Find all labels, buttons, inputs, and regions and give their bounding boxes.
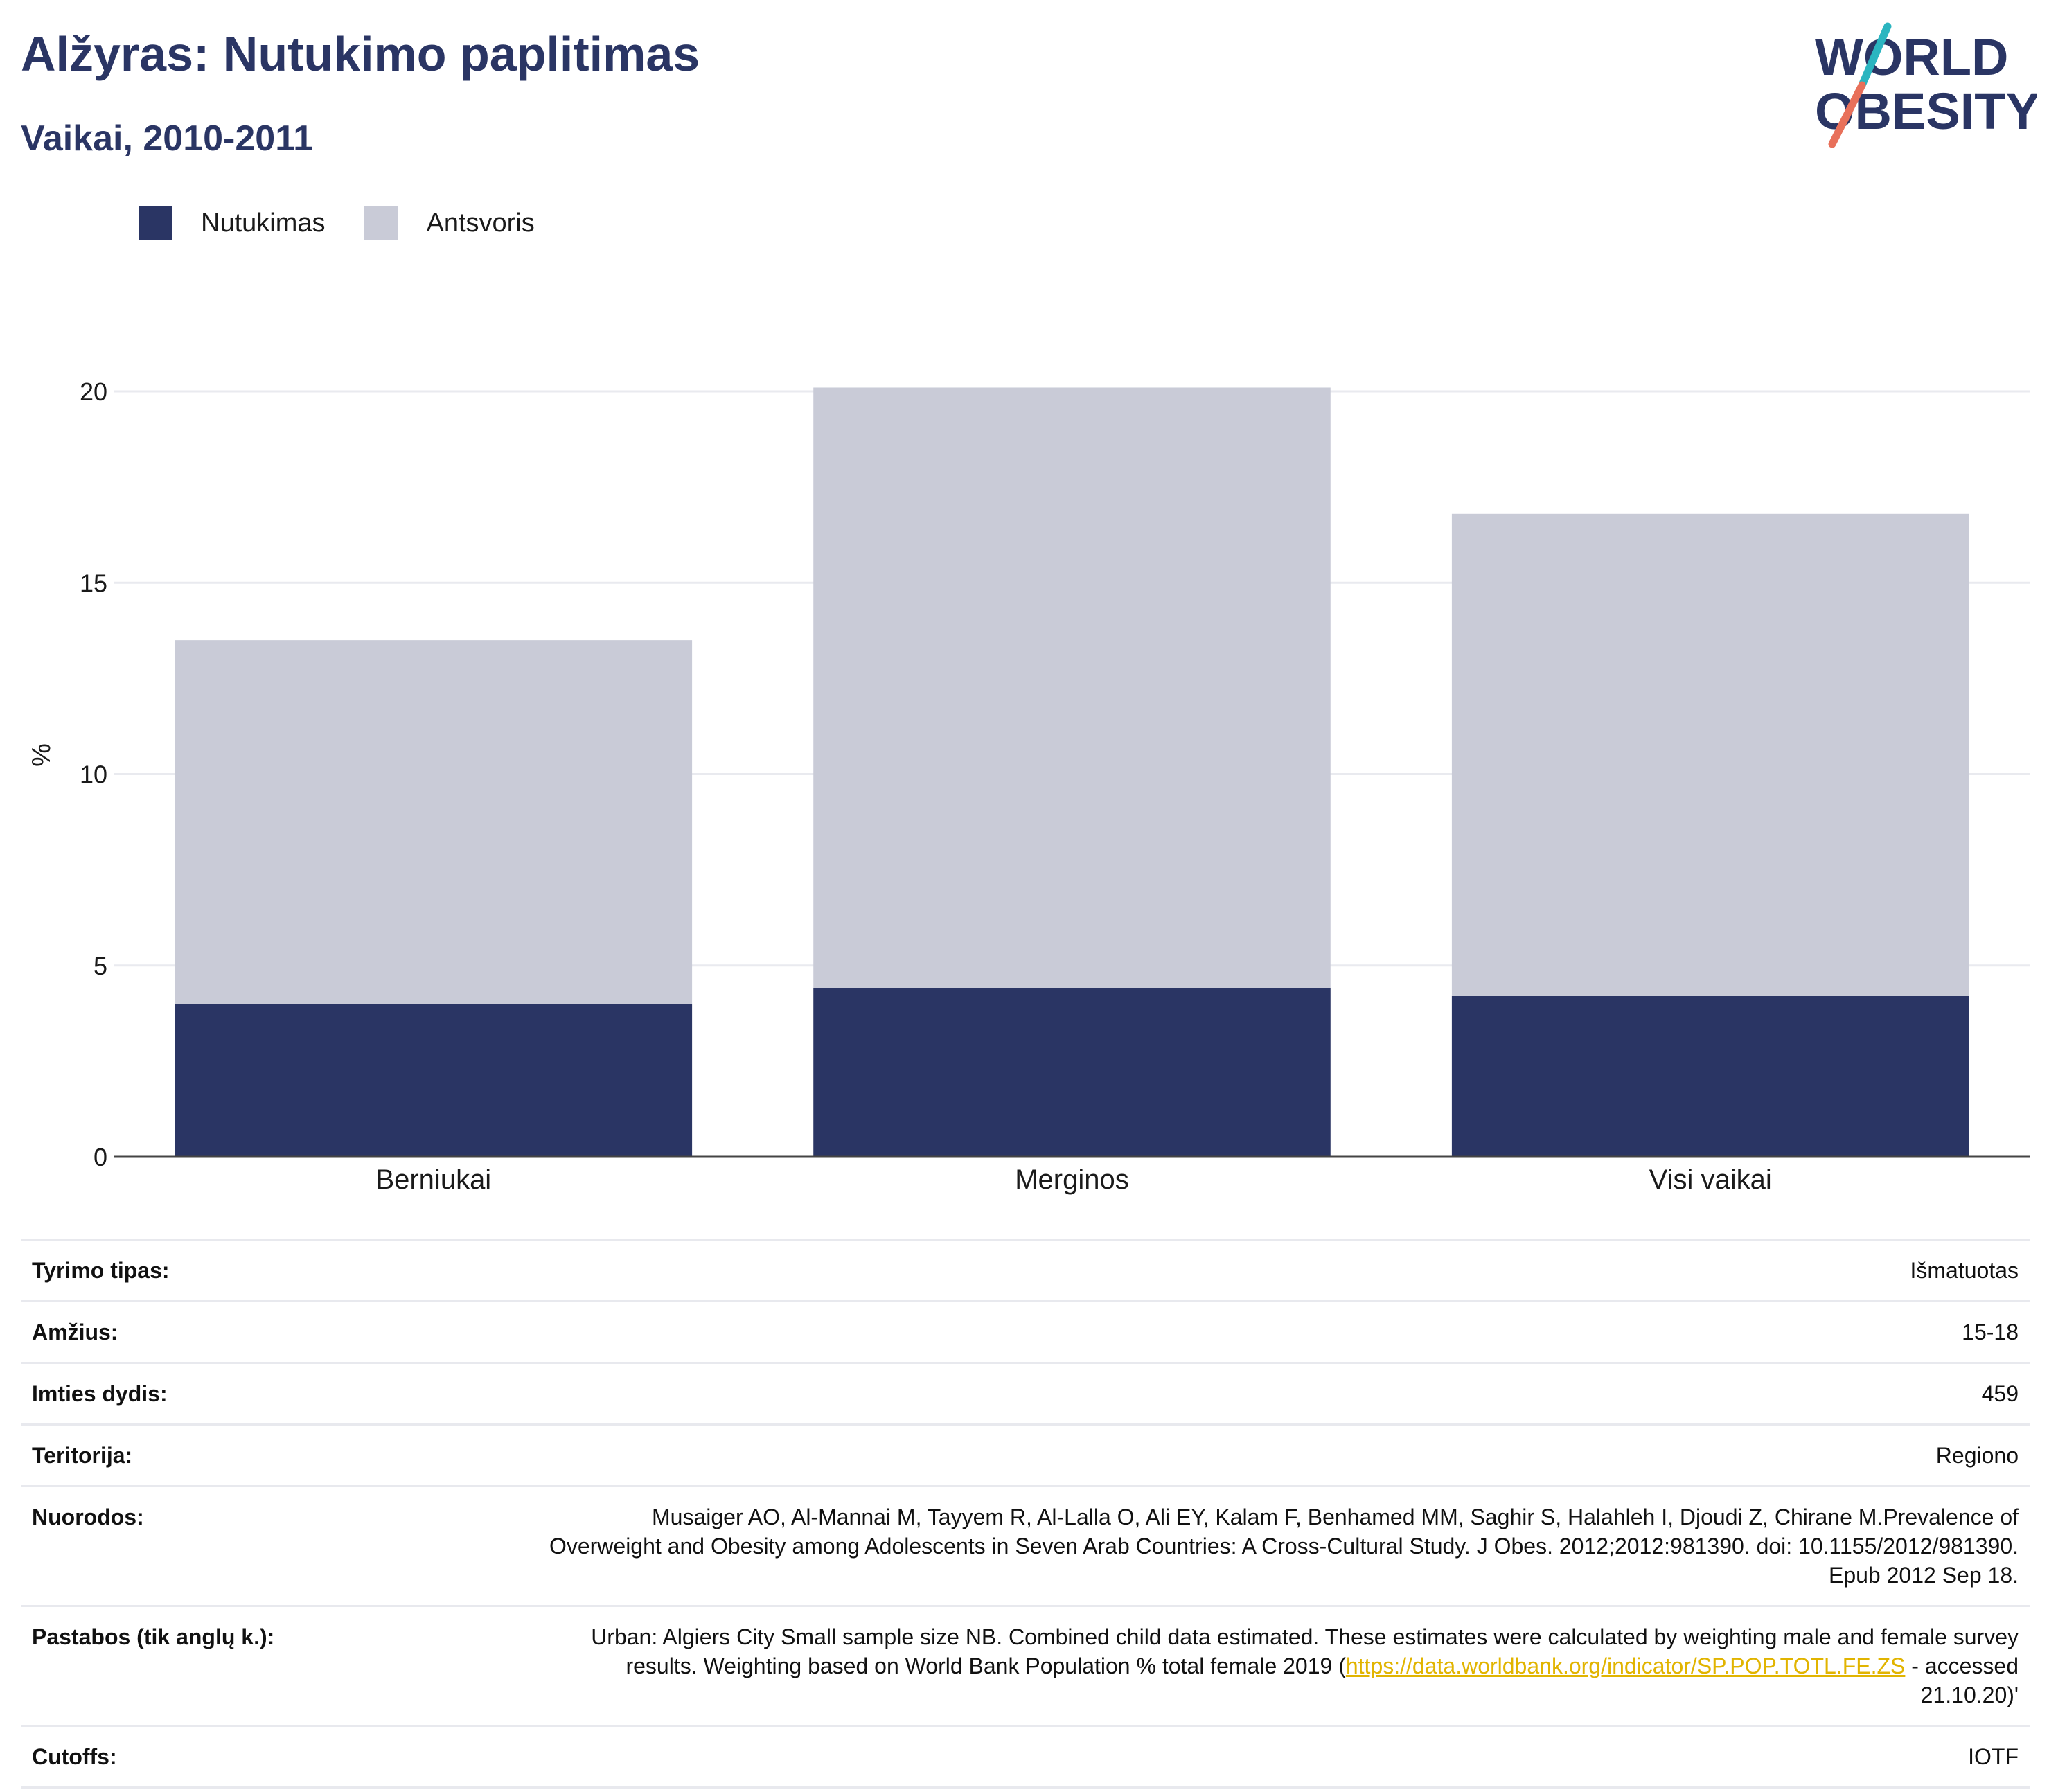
notes-suffix: - accessed 21.10.20)' — [1905, 1653, 2019, 1707]
bar-antsvoris-2 — [813, 387, 1331, 988]
y-tick-label: 0 — [94, 1143, 107, 1171]
x-category-label: Berniukai — [375, 1164, 491, 1195]
y-tick-label: 20 — [80, 378, 107, 406]
logo-text-world: WORLD — [1815, 28, 2009, 86]
x-category-label: Visi vaikai — [1649, 1164, 1772, 1195]
info-value: Išmatuotas — [1910, 1258, 2019, 1283]
info-row-study-type: Tyrimo tipas: Išmatuotas — [21, 1239, 2030, 1302]
page-title: Alžyras: Nutukimo paplitimas — [21, 27, 700, 81]
legend-item-antsvoris[interactable]: Antsvoris — [364, 206, 535, 240]
logo-slash-teal — [1858, 22, 1892, 89]
info-label: Tyrimo tipas: — [32, 1258, 170, 1283]
info-row-notes: Pastabos (tik anglų k.): Urban: Algiers … — [21, 1606, 2030, 1726]
info-label: Teritorija: — [32, 1443, 133, 1468]
bar-nutukimas-2 — [813, 988, 1331, 1157]
worldbank-link[interactable]: https://data.worldbank.org/indicator/SP.… — [1345, 1653, 1906, 1678]
legend-label-nutukimas: Nutukimas — [201, 208, 326, 238]
y-axis-label: % — [27, 743, 56, 767]
info-label: Pastabos (tik anglų k.): — [32, 1624, 275, 1649]
y-tick-label: 10 — [80, 761, 107, 789]
legend-swatch-antsvoris — [364, 206, 398, 240]
info-value: Regiono — [1935, 1443, 2019, 1468]
info-label: Cutoffs: — [32, 1744, 117, 1769]
y-tick-label: 5 — [94, 952, 107, 980]
bar-antsvoris-1 — [175, 640, 693, 1004]
info-row-age: Amžius: 15-18 — [21, 1301, 2030, 1363]
bar-nutukimas-3 — [1451, 995, 1969, 1157]
info-row-references: Nuorodos: Musaiger AO, Al-Mannai M, Tayy… — [21, 1486, 2030, 1606]
legend-swatch-nutukimas — [139, 206, 172, 240]
info-label: Amžius: — [32, 1320, 118, 1345]
logo-slash-coral — [1828, 81, 1866, 148]
info-row-territory: Teritorija: Regiono — [21, 1424, 2030, 1487]
x-category-label: Merginos — [1015, 1164, 1129, 1195]
info-row-sample-size: Imties dydis: 459 — [21, 1363, 2030, 1425]
info-label: Imties dydis: — [32, 1381, 168, 1406]
world-obesity-logo: WORLD OBESITY — [1815, 22, 2037, 148]
page-subtitle: Vaikai, 2010-2011 — [21, 118, 314, 159]
info-value: Urban: Algiers City Small sample size NB… — [528, 1606, 2030, 1726]
legend-item-nutukimas[interactable]: Nutukimas — [139, 206, 326, 240]
info-value: 15-18 — [1962, 1320, 2019, 1345]
bar-antsvoris-3 — [1451, 513, 1969, 996]
legend-label-antsvoris: Antsvoris — [426, 208, 535, 238]
notes-text: Urban: Algiers City Small sample size NB… — [591, 1624, 2019, 1678]
info-value: 459 — [1981, 1381, 2019, 1406]
info-row-cutoffs: Cutoffs: IOTF — [21, 1726, 2030, 1788]
study-info-table: Tyrimo tipas: Išmatuotas Amžius: 15-18 I… — [21, 1239, 2030, 1789]
stacked-bar-chart: 0 5 10 15 20% Berniukai Merginos Visi vaikai — [27, 378, 2030, 1195]
bar-nutukimas-1 — [175, 1004, 693, 1157]
info-value: IOTF — [1968, 1744, 2019, 1769]
info-label: Nuorodos: — [32, 1505, 144, 1529]
info-value: Musaiger AO, Al-Mannai M, Tayyem R, Al-L… — [549, 1505, 2019, 1588]
y-tick-label: 15 — [80, 569, 107, 597]
chart-legend: Nutukimas Antsvoris — [139, 206, 574, 240]
